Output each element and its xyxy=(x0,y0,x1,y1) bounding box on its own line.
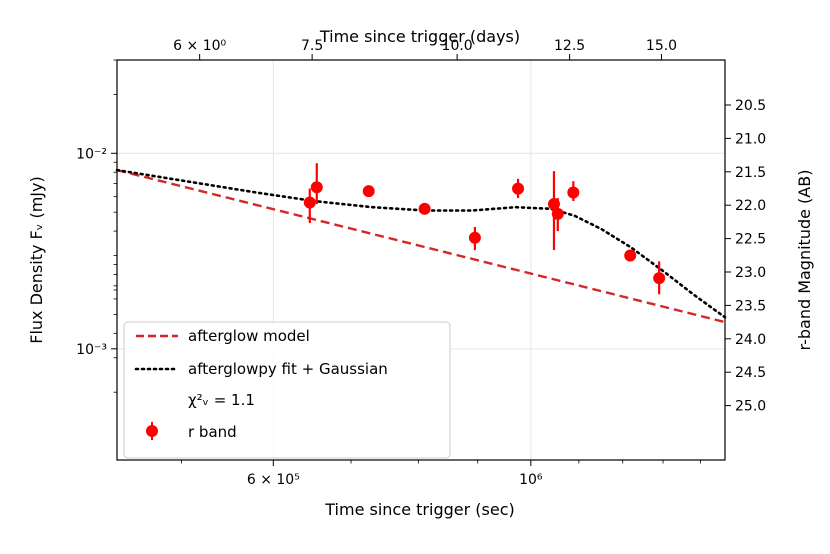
legend-chi2-label: χ²ᵥ = 1.1 xyxy=(188,391,255,409)
right-y-tick-label: 21.0 xyxy=(735,131,766,147)
legend-afterglow-label: afterglow model xyxy=(188,327,310,345)
r-band-point xyxy=(303,196,316,209)
axes: 6 × 10⁵ 10⁶ 10⁻² 10⁻³ 6 × 10⁰ 7.5 10.0 12.5 15.0… xyxy=(76,38,766,488)
right-y-axis-title: r-band Magnitude (AB) xyxy=(795,170,814,351)
r-band-point xyxy=(468,231,481,244)
legend-fit-label: afterglowpy fit + Gaussian xyxy=(188,360,388,378)
afterglow-model-line xyxy=(116,168,726,324)
r-band-point xyxy=(310,181,323,194)
top-x-tick-label: 12.5 xyxy=(554,38,585,54)
left-y-axis-title: Flux Density Fᵥ (mJy) xyxy=(27,176,46,343)
bottom-x-axis-title: Time since trigger (sec) xyxy=(324,500,514,519)
left-y-tick-label: 10⁻³ xyxy=(76,342,107,358)
right-y-tick-label: 22.0 xyxy=(735,198,766,214)
r-band-point xyxy=(624,249,637,262)
top-x-tick-label: 7.5 xyxy=(301,38,323,54)
left-y-tick-label: 10⁻² xyxy=(76,146,107,162)
legend-frame xyxy=(123,321,451,459)
series-layer xyxy=(115,163,727,324)
right-y-tick-label: 22.5 xyxy=(735,232,766,248)
top-x-tick-label: 15.0 xyxy=(646,38,677,54)
r-band-point xyxy=(362,185,375,198)
legend-rband-marker xyxy=(146,425,158,437)
top-x-tick-label: 6 × 10⁰ xyxy=(173,38,226,54)
right-y-tick-label: 25.0 xyxy=(735,399,766,415)
bottom-x-tick-label: 6 × 10⁵ xyxy=(247,472,300,488)
r-band-point xyxy=(418,202,431,215)
right-y-tick-label: 23.5 xyxy=(735,298,766,314)
legend: afterglow model afterglowpy fit + Gaussi… xyxy=(123,321,451,459)
right-y-tick-label: 24.0 xyxy=(735,332,766,348)
fit-curve-line xyxy=(115,168,727,319)
plot-frame xyxy=(116,59,726,461)
top-x-tick-label: 10.0 xyxy=(442,38,473,54)
r-band-point xyxy=(653,272,666,285)
right-y-tick-label: 20.5 xyxy=(735,98,766,114)
r-band-point xyxy=(512,182,525,195)
top-x-axis-title: Time since trigger (days) xyxy=(319,27,520,46)
right-y-tick-label: 21.5 xyxy=(735,165,766,181)
r-band-point xyxy=(551,207,564,220)
legend-rband-label: r band xyxy=(188,423,237,441)
r-band-point xyxy=(567,186,580,199)
bottom-x-tick-label: 10⁶ xyxy=(519,472,543,488)
right-y-tick-label: 24.5 xyxy=(735,365,766,381)
right-y-tick-label: 23.0 xyxy=(735,265,766,281)
